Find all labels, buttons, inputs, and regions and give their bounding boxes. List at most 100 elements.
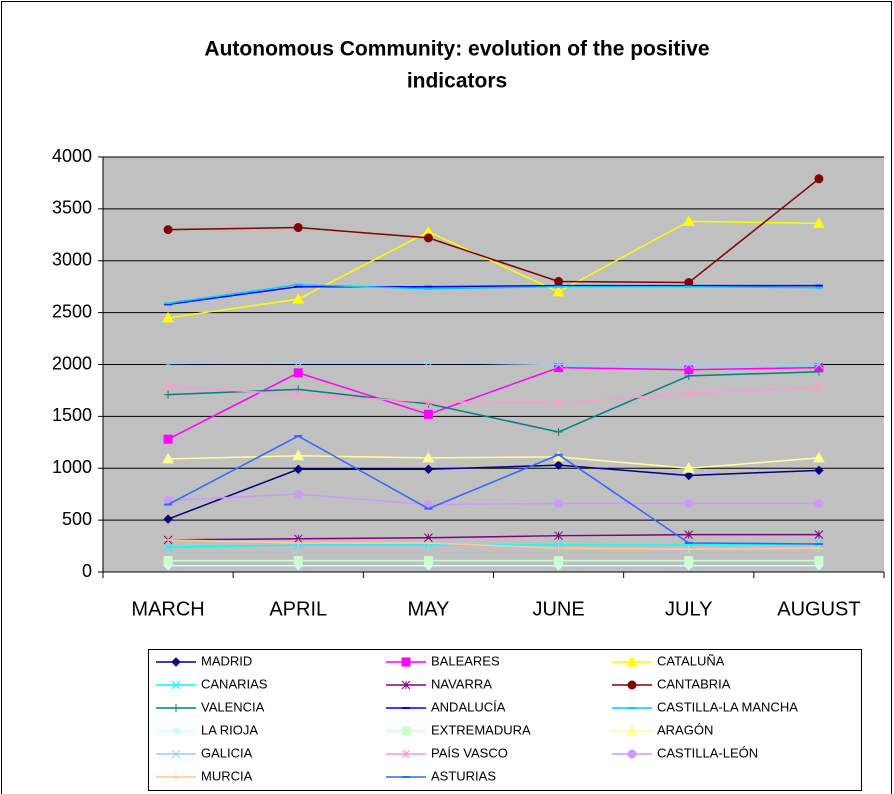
marker [626, 655, 638, 667]
x-tick-label: MARCH [131, 598, 204, 620]
marker [293, 390, 303, 399]
marker [814, 499, 824, 509]
legend-label: CATALUÑA [657, 653, 725, 668]
y-tick-label: 2000 [52, 353, 92, 373]
series-line [168, 539, 819, 550]
marker [684, 545, 693, 554]
y-tick-label: 3000 [52, 250, 92, 270]
marker [814, 382, 824, 392]
x-tick-label: AUGUST [777, 598, 860, 620]
marker [401, 657, 411, 667]
marker [293, 223, 303, 233]
legend-label: CASTILLA-LEÓN [657, 745, 758, 760]
marker [626, 724, 638, 736]
marker [554, 277, 564, 286]
marker [163, 542, 173, 552]
series-line [167, 283, 819, 305]
marker [172, 704, 180, 712]
legend-label: CANARIAS [201, 676, 268, 691]
marker [293, 358, 303, 367]
marker [163, 381, 173, 391]
y-tick-label: 1500 [52, 405, 92, 425]
marker [554, 360, 563, 369]
x-tick-label: APRIL [269, 598, 327, 620]
marker [423, 233, 433, 243]
marker [813, 217, 825, 228]
y-tick-label: 3500 [52, 198, 92, 218]
legend [148, 649, 862, 791]
marker [172, 773, 180, 781]
marker [554, 398, 563, 408]
series-line [167, 435, 819, 545]
marker [292, 449, 305, 461]
marker [162, 452, 174, 464]
legend-label: PAÍS VASCO [431, 745, 508, 760]
marker [814, 530, 824, 540]
marker [424, 397, 433, 407]
series-line [168, 371, 819, 433]
marker [423, 464, 434, 474]
y-tick-label: 2500 [52, 301, 92, 321]
marker [422, 451, 435, 463]
legend-label: ANDALUCÍA [431, 699, 506, 714]
legend-label: ASTURIAS [431, 768, 496, 783]
marker [294, 538, 303, 547]
marker [814, 367, 823, 376]
marker [164, 390, 173, 399]
marker [423, 409, 433, 419]
marker [684, 371, 693, 380]
marker [814, 556, 824, 566]
marker [162, 311, 174, 323]
marker [163, 359, 173, 368]
legend-label: EXTREMADURA [431, 722, 531, 737]
marker [171, 726, 181, 736]
marker [684, 389, 694, 398]
chart-title: indicators [407, 70, 507, 93]
legend-label: LA RIOJA [201, 722, 258, 737]
chart-title: Autonomous Community: evolution of the p… [204, 38, 709, 61]
marker [814, 465, 824, 476]
legend-label: ARAGÓN [657, 722, 713, 737]
series-line [168, 385, 819, 404]
marker [554, 363, 564, 373]
marker [424, 538, 433, 547]
marker [814, 174, 824, 184]
legend-label: CANTABRIA [657, 676, 731, 691]
legend-label: CASTILLA-LA MANCHA [657, 699, 798, 714]
marker [293, 556, 303, 566]
series-line [168, 361, 819, 366]
marker [292, 293, 305, 304]
x-tick-label: JUNE [532, 598, 584, 620]
y-tick-label: 1000 [52, 457, 92, 477]
legend-label: MADRID [201, 653, 252, 668]
marker [293, 368, 303, 378]
marker [554, 427, 563, 436]
marker [814, 360, 824, 369]
legend-label: VALENCIA [201, 699, 265, 714]
legend-label: MURCIA [201, 768, 253, 783]
marker [293, 489, 303, 499]
marker [171, 657, 181, 667]
marker [684, 470, 694, 481]
marker [424, 358, 433, 367]
series-line [168, 455, 819, 470]
series-line [167, 284, 819, 306]
marker [293, 464, 303, 474]
marker [554, 531, 563, 541]
marker [684, 360, 694, 369]
series-line [168, 493, 819, 506]
marker [171, 749, 181, 759]
marker [163, 514, 173, 524]
marker [627, 749, 637, 759]
marker [682, 215, 695, 226]
marker [554, 499, 564, 509]
legend-label: GALICIA [201, 745, 253, 760]
series-line [167, 220, 819, 319]
series-line [168, 533, 819, 541]
marker [423, 556, 433, 566]
marker [682, 462, 695, 473]
marker [627, 680, 637, 690]
x-tick-label: JULY [665, 598, 712, 620]
